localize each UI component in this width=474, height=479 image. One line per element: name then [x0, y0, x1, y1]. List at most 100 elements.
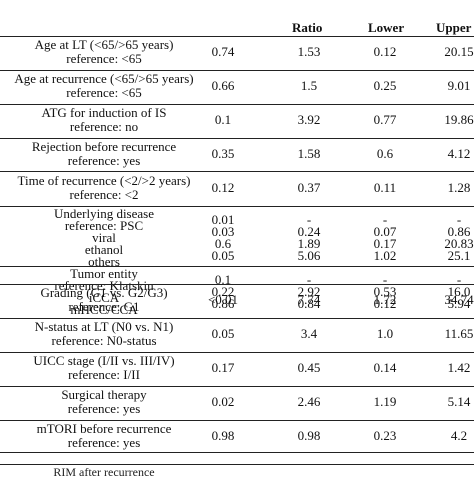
ratio-value: 1.5	[300, 78, 318, 93]
row-divider	[0, 420, 474, 421]
variable-cell: N-status at LT (N0 vs. N1) reference: N0…	[0, 320, 208, 348]
upper-value: 16.0	[447, 284, 471, 299]
table-row: Tumor entity reference: Klatskin iCCA mH…	[0, 266, 474, 317]
p-value: 0.98	[211, 428, 235, 443]
ratio-value: -	[306, 212, 312, 227]
row-divider	[0, 352, 474, 353]
upper-value: 20.15	[444, 44, 474, 59]
table-row: Rejection before recurrence reference: y…	[0, 140, 474, 170]
ratio-value: 0.37	[297, 180, 321, 195]
lower-value: 0.53	[373, 284, 397, 299]
lower-value: 1.0	[376, 326, 394, 341]
reference-label: reference: <2	[69, 187, 139, 202]
ratio-value: 3.4	[300, 326, 318, 341]
table-row: ATG for induction of IS reference: no 0.…	[0, 106, 474, 136]
variable-label: Grading (G1 vs. G2/G3)	[40, 285, 168, 300]
variable-label: Age at LT (<65/>65 years)	[34, 37, 174, 52]
table-row: N-status at LT (N0 vs. N1) reference: N0…	[0, 320, 474, 350]
upper-value: 34.74	[444, 292, 474, 307]
reference-label: reference: <65	[66, 51, 142, 66]
row-divider	[0, 36, 474, 37]
lower-value: 0.25	[373, 78, 397, 93]
upper-value: 1.42	[447, 360, 471, 375]
p-value: 0.66	[211, 78, 235, 93]
p-value: 0.6	[214, 236, 232, 251]
variable-label: ATG for induction of IS	[41, 105, 167, 120]
header-ratio: Ratio	[292, 20, 323, 35]
p-value: 0.17	[211, 360, 235, 375]
variable-label: N-status at LT (N0 vs. N1)	[34, 319, 174, 334]
variable-label: mTORI before recurrence	[36, 421, 172, 436]
lower-value: -	[382, 212, 388, 227]
upper-values: - 16.0 5.94	[432, 273, 474, 310]
header-lower: Lower	[368, 20, 405, 35]
sub-label: mHCC/CCA	[70, 302, 138, 317]
variable-cell: Age at recurrence (<65/>65 years) refere…	[0, 72, 208, 100]
lower-value: 1.19	[373, 394, 397, 409]
ratio-value: 2.46	[297, 394, 321, 409]
row-divider	[0, 386, 474, 387]
header-upper: Upper	[436, 20, 472, 35]
reference-label: reference: G1	[68, 299, 140, 314]
table-row: Age at LT (<65/>65 years) reference: <65…	[0, 38, 474, 68]
ratio-value: 0.45	[297, 360, 321, 375]
upper-value: -	[456, 212, 462, 227]
variable-label: Surgical therapy	[61, 387, 147, 402]
variable-cell: Age at LT (<65/>65 years) reference: <65	[0, 38, 208, 66]
reference-label: reference: N0-status	[51, 333, 157, 348]
variable-label: Time of recurrence (<2/>2 years)	[17, 173, 191, 188]
ratio-value: 0.84	[297, 296, 321, 311]
lower-value: 0.07	[373, 224, 397, 239]
variable-cell: Rejection before recurrence reference: y…	[0, 140, 208, 168]
row-divider	[0, 266, 474, 267]
sub-label: reference: PSC	[64, 218, 144, 233]
variable-label: Underlying disease	[53, 206, 154, 221]
upper-value: 9.01	[447, 78, 471, 93]
lower-value: 0.17	[373, 236, 397, 251]
reference-label: reference: no	[69, 119, 139, 134]
reference-label: reference: I/II	[68, 367, 140, 382]
upper-value: 20.83	[444, 236, 474, 251]
lower-value: 0.23	[373, 428, 397, 443]
variable-label: Tumor entity	[70, 266, 138, 281]
lower-value: 1.02	[373, 248, 397, 263]
p-value: 0.01	[211, 212, 235, 227]
variable-cell: Surgical therapy reference: yes	[0, 388, 208, 416]
variable-cell: ATG for induction of IS reference: no	[0, 106, 208, 134]
p-value: 0.86	[211, 296, 235, 311]
table-row: mTORI before recurrence reference: yes 0…	[0, 422, 474, 452]
p-value: 0.74	[211, 44, 235, 59]
ratio-value: 7.74	[297, 292, 321, 307]
upper-value: 1.28	[447, 180, 471, 195]
p-values: 0.01 0.03 0.6 0.05	[200, 212, 246, 262]
p-values: 0.1 0.22 0.86	[200, 272, 246, 311]
variable-cell: mTORI before recurrence reference: yes	[0, 422, 208, 450]
ratio-value: 2.92	[297, 284, 321, 299]
table-row: UICC stage (I/II vs. III/IV) reference: …	[0, 354, 474, 384]
p-value: 0.03	[211, 224, 235, 239]
ratio-value: 1.53	[297, 44, 321, 59]
p-value: 0.1	[214, 272, 232, 287]
ratio-value: 1.58	[297, 146, 321, 161]
partial-row-label: RIM after recurrence	[53, 465, 155, 479]
variable-label: UICC stage (I/II vs. III/IV)	[33, 353, 175, 368]
row-divider	[0, 318, 474, 319]
reference-label: reference: yes	[67, 153, 141, 168]
lower-value: 1.72	[373, 292, 397, 307]
row-divider	[0, 464, 474, 465]
ratio-value: 3.92	[297, 112, 321, 127]
variable-label: Rejection before recurrence	[31, 139, 177, 154]
p-value: 0.02	[211, 394, 235, 409]
lower-value: -	[382, 272, 388, 287]
upper-value: 0.86	[447, 224, 471, 239]
upper-value: 19.86	[444, 112, 474, 127]
variable-label: Age at recurrence (<65/>65 years)	[14, 71, 194, 86]
variable-cell: Underlying disease reference: PSC viral …	[0, 206, 208, 268]
upper-value: 25.1	[447, 248, 471, 263]
p-value: 0.22	[211, 284, 235, 299]
variable-cell: UICC stage (I/II vs. III/IV) reference: …	[0, 354, 208, 382]
lower-value: 0.12	[373, 296, 397, 311]
lower-value: 0.14	[373, 360, 397, 375]
p-value: 0.1	[214, 112, 232, 127]
table-row: Underlying disease reference: PSC viral …	[0, 207, 474, 268]
